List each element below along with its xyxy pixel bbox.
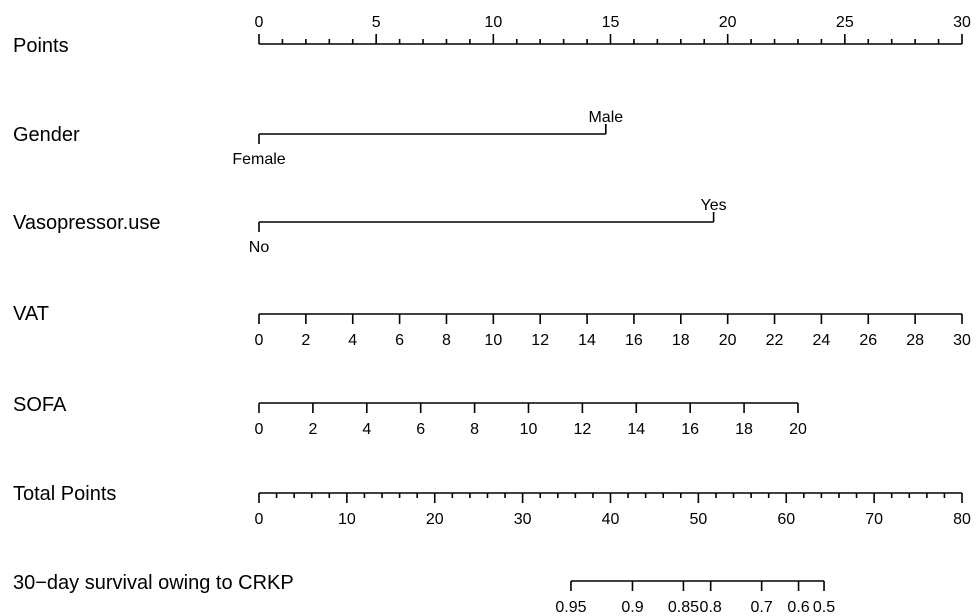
total-points-tick-label: 50 xyxy=(689,511,707,528)
vat-tick-label: 12 xyxy=(531,332,549,349)
sofa-tick-label: 6 xyxy=(416,421,425,438)
vat-tick-label: 2 xyxy=(301,332,310,349)
survival-tick-label: 0.8 xyxy=(700,599,722,616)
survival-tick-label: 0.7 xyxy=(751,599,773,616)
points-tick-label: 5 xyxy=(372,14,381,31)
vat-tick-label: 30 xyxy=(953,332,971,349)
vat-tick-label: 0 xyxy=(255,332,264,349)
survival-tick-label: 0.6 xyxy=(787,599,809,616)
sofa-tick-label: 20 xyxy=(789,421,807,438)
sofa-tick-label: 8 xyxy=(470,421,479,438)
points-tick-label: 20 xyxy=(719,14,737,31)
row-label-vat: VAT xyxy=(13,303,49,325)
row-label-vasopressor-use: Vasopressor.use xyxy=(13,212,161,234)
row-label-gender: Gender xyxy=(13,124,80,146)
gender-level-female: Female xyxy=(232,151,285,168)
points-tick-label: 0 xyxy=(255,14,264,31)
survival-tick-label: 0.95 xyxy=(555,599,586,616)
vat-tick-label: 14 xyxy=(578,332,596,349)
vat-tick-label: 18 xyxy=(672,332,690,349)
sofa-tick-label: 4 xyxy=(362,421,371,438)
sofa-tick-label: 16 xyxy=(681,421,699,438)
sofa-tick-label: 2 xyxy=(308,421,317,438)
vat-tick-label: 24 xyxy=(813,332,831,349)
vat-tick-label: 28 xyxy=(906,332,924,349)
row-label-sofa: SOFA xyxy=(13,394,67,416)
row-label-points: Points xyxy=(13,35,69,57)
total-points-tick-label: 20 xyxy=(426,511,444,528)
sofa-tick-label: 10 xyxy=(520,421,538,438)
survival-tick-label: 0.9 xyxy=(621,599,643,616)
total-points-tick-label: 0 xyxy=(255,511,264,528)
sofa-tick-label: 14 xyxy=(627,421,645,438)
total-points-tick-label: 30 xyxy=(514,511,532,528)
total-points-tick-label: 40 xyxy=(602,511,620,528)
points-tick-label: 15 xyxy=(602,14,620,31)
vasopressor-use-level-yes: Yes xyxy=(701,197,727,214)
total-points-tick-label: 70 xyxy=(865,511,883,528)
row-label-total-points: Total Points xyxy=(13,483,116,505)
survival-tick-label: 0.85 xyxy=(668,599,699,616)
sofa-tick-label: 0 xyxy=(255,421,264,438)
total-points-tick-label: 10 xyxy=(338,511,356,528)
vat-tick-label: 4 xyxy=(348,332,357,349)
vat-tick-label: 16 xyxy=(625,332,643,349)
sofa-tick-label: 12 xyxy=(573,421,591,438)
vat-tick-label: 20 xyxy=(719,332,737,349)
points-tick-label: 10 xyxy=(484,14,502,31)
total-points-tick-label: 80 xyxy=(953,511,971,528)
vat-tick-label: 22 xyxy=(766,332,784,349)
vat-tick-label: 26 xyxy=(859,332,877,349)
sofa-tick-label: 18 xyxy=(735,421,753,438)
gender-level-male: Male xyxy=(588,109,623,126)
total-points-tick-label: 60 xyxy=(777,511,795,528)
vasopressor-use-level-no: No xyxy=(249,239,270,256)
points-tick-label: 25 xyxy=(836,14,854,31)
survival-tick-label: 0.5 xyxy=(813,599,835,616)
vat-tick-label: 10 xyxy=(484,332,502,349)
points-tick-label: 30 xyxy=(953,14,971,31)
vat-tick-label: 6 xyxy=(395,332,404,349)
row-label-30-day-survival-owing-to-crkp: 30−day survival owing to CRKP xyxy=(13,572,294,594)
vat-tick-label: 8 xyxy=(442,332,451,349)
